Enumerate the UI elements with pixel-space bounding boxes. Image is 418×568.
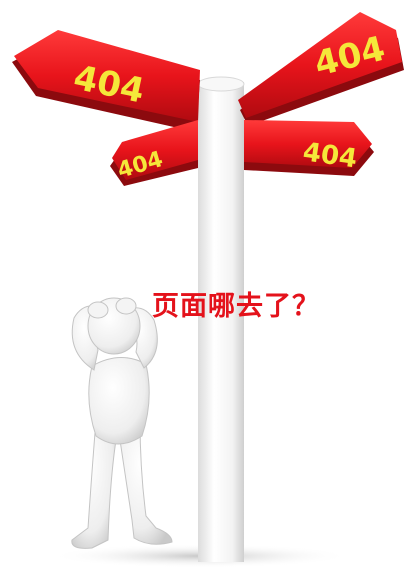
sign-lower-right-label: 404: [301, 137, 359, 174]
confused-person-icon: [71, 297, 173, 549]
signpost-icon: 404 404 404 404: [12, 12, 404, 562]
page-missing-message: 页面哪去了？: [152, 291, 320, 322]
sign-upper-left: 404: [12, 30, 200, 132]
sign-upper-right: 404: [238, 12, 404, 126]
pole-cap: [197, 76, 245, 92]
sign-lower-right: 404: [244, 120, 374, 176]
signpost-pole: [198, 82, 244, 562]
sign-lower-left: 404: [110, 120, 198, 186]
